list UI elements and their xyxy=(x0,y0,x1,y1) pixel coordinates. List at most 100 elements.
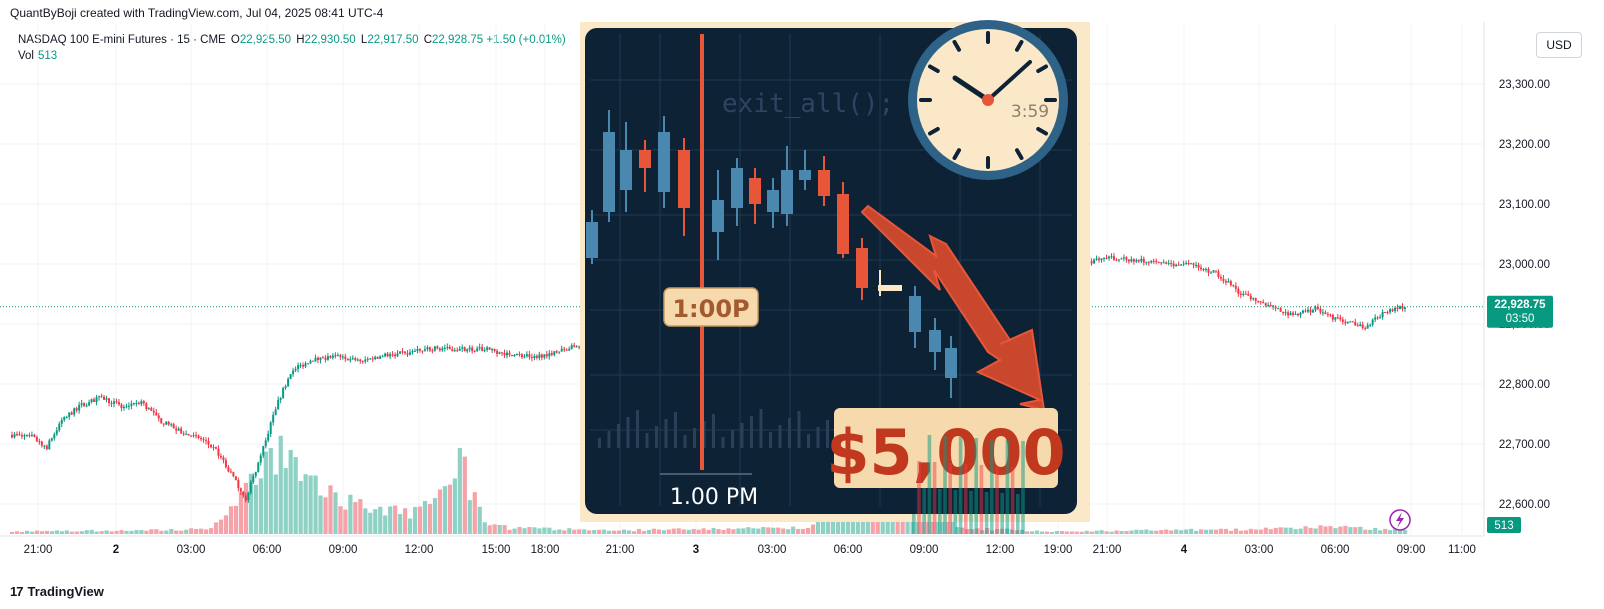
tv-logo-icon: 17 xyxy=(10,584,24,599)
candle-body xyxy=(381,356,384,358)
volume-bar xyxy=(582,529,587,534)
candle-body xyxy=(1197,264,1200,268)
candle-body xyxy=(162,423,165,425)
candle-body xyxy=(418,349,421,351)
candle-body xyxy=(1155,260,1158,263)
volume-legend: Vol 513 xyxy=(18,50,57,62)
candle-body xyxy=(404,351,407,354)
volume-bar xyxy=(945,516,950,534)
volume-bar xyxy=(248,473,253,534)
currency-button[interactable]: USD xyxy=(1536,32,1582,58)
candle-body xyxy=(1170,263,1173,265)
volume-bar xyxy=(681,529,686,534)
candle-body xyxy=(1361,324,1364,328)
candle-body xyxy=(371,358,374,360)
candle-body xyxy=(73,408,76,415)
candle-body xyxy=(1098,258,1101,261)
volume-bar xyxy=(1204,529,1209,534)
volume-bar xyxy=(303,474,308,534)
volume-bar xyxy=(14,531,20,534)
candle-body xyxy=(1175,264,1178,267)
volume-bar xyxy=(169,528,174,534)
candle-body xyxy=(503,352,506,356)
candle-body xyxy=(463,347,466,352)
countdown-text: 03:50 xyxy=(1506,313,1535,325)
candle-body xyxy=(1262,301,1265,304)
candle-body xyxy=(401,351,404,353)
volume-bar xyxy=(1313,528,1318,534)
volume-bar xyxy=(791,526,796,534)
volume-bar xyxy=(268,448,273,534)
volume-bar xyxy=(194,528,199,534)
candle-body xyxy=(1122,257,1125,259)
volume-bar xyxy=(432,498,438,534)
candle-body xyxy=(1115,259,1118,261)
candle-body xyxy=(38,441,41,443)
candle-body xyxy=(30,434,33,436)
candle-body xyxy=(75,408,78,411)
volume-bar xyxy=(189,528,194,534)
volume-bar xyxy=(1124,531,1129,534)
candle-body xyxy=(125,406,128,408)
volume-bar xyxy=(1159,530,1164,534)
volume-bar xyxy=(1218,528,1224,534)
candle-body xyxy=(411,351,414,353)
candle-body xyxy=(1264,303,1267,306)
volume-label: Vol xyxy=(18,50,34,62)
volume-bar xyxy=(1243,530,1248,534)
candle-body xyxy=(239,488,242,492)
candle-body xyxy=(573,345,576,347)
volume-bar xyxy=(398,514,403,534)
overlay-candle-body xyxy=(799,170,811,180)
candle-body xyxy=(1399,306,1402,309)
volume-bar xyxy=(238,492,244,534)
volume-bar xyxy=(44,530,50,534)
overlay-candle-body xyxy=(909,296,921,332)
clock-ticks xyxy=(919,31,1057,169)
candle-body xyxy=(486,347,489,350)
volume-bar xyxy=(741,528,746,534)
volume-bar xyxy=(746,527,751,534)
lightning-icon[interactable] xyxy=(1389,509,1411,531)
volume-bar xyxy=(318,495,323,534)
volume-bar xyxy=(1308,527,1313,534)
candle-body xyxy=(1359,324,1362,327)
candle-body xyxy=(374,356,377,359)
volume-bar xyxy=(64,530,69,534)
candle-body xyxy=(170,424,173,426)
candle-body xyxy=(1306,309,1309,312)
candle-body xyxy=(369,358,372,360)
candle-body xyxy=(1396,307,1399,309)
volume-bar xyxy=(323,497,328,534)
volume-bar xyxy=(1233,528,1239,534)
volume-bar xyxy=(1323,526,1328,534)
volume-bar xyxy=(1129,530,1134,534)
volume-bar xyxy=(427,504,433,534)
candle-body xyxy=(1140,258,1143,262)
volume-bar xyxy=(736,528,741,534)
volume-bar xyxy=(1403,530,1408,534)
candle-body xyxy=(1205,268,1207,270)
volume-bar xyxy=(1388,530,1393,534)
candle-body xyxy=(336,355,339,357)
candle-body xyxy=(1364,327,1367,329)
candle-body xyxy=(578,346,581,348)
candle-body xyxy=(1379,317,1382,319)
volume-bar xyxy=(711,527,716,534)
overlay-candle-body xyxy=(731,168,743,208)
candle-body xyxy=(1187,263,1190,265)
candle-body xyxy=(1195,264,1198,266)
candle-body xyxy=(13,434,16,438)
candle-body xyxy=(1292,312,1295,315)
candle-body xyxy=(1227,281,1230,283)
time-tick-label: 09:00 xyxy=(1397,544,1426,556)
candle-body xyxy=(1394,307,1397,311)
overlay-candle-body xyxy=(586,222,598,258)
candle-body xyxy=(366,358,369,360)
candle-body xyxy=(200,437,203,440)
overlay-candle-body xyxy=(856,248,868,288)
volume-bar xyxy=(1293,529,1298,534)
volume-bar xyxy=(403,508,408,534)
candle-body xyxy=(1391,309,1394,311)
